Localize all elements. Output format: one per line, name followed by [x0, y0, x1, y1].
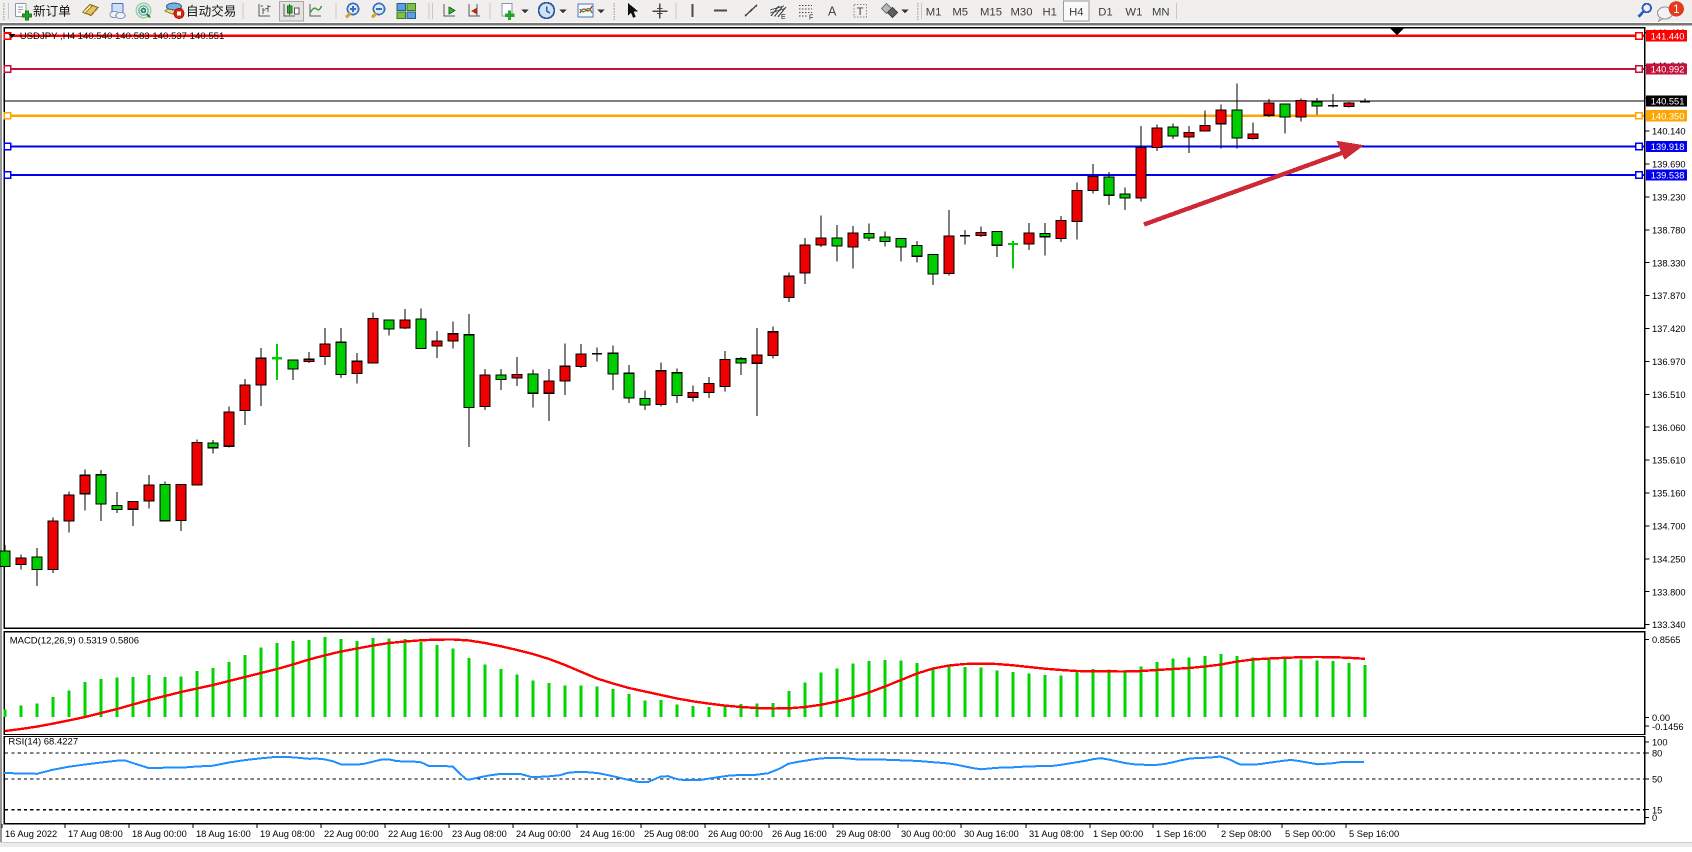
svg-text:139.918: 139.918: [1651, 142, 1685, 152]
svg-text:M15: M15: [980, 6, 1002, 18]
svg-text:139.230: 139.230: [1652, 193, 1686, 203]
svg-text:H1: H1: [1042, 6, 1056, 18]
svg-text:139.690: 139.690: [1652, 160, 1686, 170]
svg-text:30 Aug 00:00: 30 Aug 00:00: [901, 829, 956, 839]
svg-text:T: T: [857, 6, 864, 18]
svg-text:5 Sep 00:00: 5 Sep 00:00: [1285, 829, 1335, 839]
svg-text:M5: M5: [952, 6, 968, 18]
svg-text:22 Aug 00:00: 22 Aug 00:00: [324, 829, 379, 839]
svg-text:新订单: 新订单: [33, 4, 71, 19]
svg-text:24 Aug 00:00: 24 Aug 00:00: [516, 829, 571, 839]
svg-text:18 Aug 16:00: 18 Aug 16:00: [196, 829, 251, 839]
svg-text:H4: H4: [1069, 6, 1083, 18]
svg-text:136.060: 136.060: [1652, 423, 1686, 433]
svg-text:16 Aug 2022: 16 Aug 2022: [5, 829, 57, 839]
svg-text:1 Sep 16:00: 1 Sep 16:00: [1156, 829, 1206, 839]
svg-text:24 Aug 16:00: 24 Aug 16:00: [580, 829, 635, 839]
svg-text:M1: M1: [926, 6, 942, 18]
svg-text:140.140: 140.140: [1652, 127, 1686, 137]
svg-text:80: 80: [1652, 749, 1662, 759]
svg-text:138.780: 138.780: [1652, 225, 1686, 235]
svg-text:18 Aug 00:00: 18 Aug 00:00: [132, 829, 187, 839]
svg-text:134.700: 134.700: [1652, 522, 1686, 532]
svg-text:MN: MN: [1152, 6, 1170, 18]
svg-text:140.551: 140.551: [1651, 97, 1685, 107]
svg-text:50: 50: [1652, 775, 1662, 785]
svg-text:自动交易: 自动交易: [186, 4, 236, 19]
svg-text:19 Aug 08:00: 19 Aug 08:00: [260, 829, 315, 839]
svg-text:E: E: [781, 14, 786, 21]
svg-text:25 Aug 08:00: 25 Aug 08:00: [644, 829, 699, 839]
svg-text:F: F: [809, 15, 813, 22]
svg-text:RSI(14) 68.4227: RSI(14) 68.4227: [8, 737, 78, 748]
svg-text:1: 1: [1673, 4, 1679, 16]
svg-text:135.160: 135.160: [1652, 489, 1686, 499]
svg-text:30 Aug 16:00: 30 Aug 16:00: [964, 829, 1019, 839]
svg-text:W1: W1: [1125, 6, 1142, 18]
svg-text:135.610: 135.610: [1652, 456, 1686, 466]
svg-text:0.00: 0.00: [1652, 713, 1670, 723]
svg-text:USDJPY ,H4 140.540 140.583 14: USDJPY ,H4 140.540 140.583 140.537 140.5…: [20, 31, 225, 42]
svg-text:26 Aug 16:00: 26 Aug 16:00: [772, 829, 827, 839]
svg-text:M30: M30: [1011, 6, 1033, 18]
svg-text:0.8565: 0.8565: [1652, 635, 1680, 645]
svg-text:-0.1456: -0.1456: [1652, 722, 1684, 732]
svg-text:140.992: 140.992: [1651, 65, 1685, 75]
svg-text:0: 0: [1652, 813, 1657, 823]
svg-text:A: A: [828, 5, 837, 19]
svg-text:138.330: 138.330: [1652, 258, 1686, 268]
svg-text:140.350: 140.350: [1651, 111, 1685, 121]
svg-text:31 Aug 08:00: 31 Aug 08:00: [1029, 829, 1084, 839]
svg-text:133.340: 133.340: [1652, 620, 1686, 630]
svg-text:2 Sep 08:00: 2 Sep 08:00: [1221, 829, 1271, 839]
svg-text:137.420: 137.420: [1652, 324, 1686, 334]
svg-text:134.250: 134.250: [1652, 554, 1686, 564]
svg-text:136.970: 136.970: [1652, 357, 1686, 367]
svg-text:139.538: 139.538: [1651, 171, 1685, 181]
svg-text:MACD(12,26,9) 0.5319 0.5806: MACD(12,26,9) 0.5319 0.5806: [10, 636, 139, 647]
svg-text:133.800: 133.800: [1652, 587, 1686, 597]
svg-text:1 Sep 00:00: 1 Sep 00:00: [1093, 829, 1143, 839]
svg-text:100: 100: [1652, 738, 1668, 748]
svg-text:23 Aug 08:00: 23 Aug 08:00: [452, 829, 507, 839]
svg-text:15: 15: [1652, 805, 1662, 815]
svg-text:141.440: 141.440: [1651, 32, 1685, 42]
svg-text:17 Aug 08:00: 17 Aug 08:00: [68, 829, 123, 839]
svg-text:26 Aug 00:00: 26 Aug 00:00: [708, 829, 763, 839]
svg-text:136.510: 136.510: [1652, 390, 1686, 400]
svg-text:D1: D1: [1098, 6, 1112, 18]
svg-text:22 Aug 16:00: 22 Aug 16:00: [388, 829, 443, 839]
svg-text:5 Sep 16:00: 5 Sep 16:00: [1349, 829, 1399, 839]
svg-text:137.870: 137.870: [1652, 291, 1686, 301]
svg-text:29 Aug 08:00: 29 Aug 08:00: [836, 829, 891, 839]
